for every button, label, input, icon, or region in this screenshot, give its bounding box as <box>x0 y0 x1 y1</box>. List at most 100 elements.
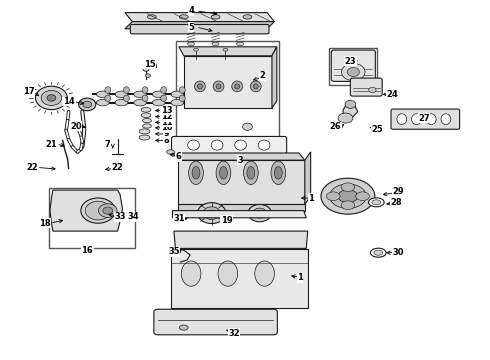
Ellipse shape <box>161 95 167 102</box>
Ellipse shape <box>338 113 353 123</box>
Polygon shape <box>178 160 305 204</box>
Text: 29: 29 <box>392 187 404 196</box>
Ellipse shape <box>188 42 195 46</box>
Ellipse shape <box>85 201 111 220</box>
FancyBboxPatch shape <box>391 109 460 129</box>
Polygon shape <box>178 204 305 211</box>
Ellipse shape <box>321 178 375 214</box>
Ellipse shape <box>141 113 151 117</box>
Ellipse shape <box>347 68 359 77</box>
Ellipse shape <box>247 166 255 179</box>
Ellipse shape <box>223 48 228 51</box>
Polygon shape <box>172 153 305 160</box>
Bar <box>329 48 377 85</box>
Ellipse shape <box>426 114 436 125</box>
Ellipse shape <box>73 124 79 128</box>
Ellipse shape <box>441 114 451 125</box>
Ellipse shape <box>248 204 271 222</box>
Ellipse shape <box>274 166 282 179</box>
Ellipse shape <box>255 261 274 286</box>
Ellipse shape <box>134 91 147 98</box>
Ellipse shape <box>329 184 367 208</box>
Ellipse shape <box>141 108 151 112</box>
Ellipse shape <box>97 91 109 98</box>
Ellipse shape <box>142 95 148 102</box>
Polygon shape <box>305 152 311 204</box>
Ellipse shape <box>235 140 246 150</box>
Ellipse shape <box>179 87 185 93</box>
Ellipse shape <box>188 140 199 150</box>
Ellipse shape <box>115 99 128 106</box>
Text: 1: 1 <box>297 274 303 282</box>
Ellipse shape <box>171 99 184 106</box>
Ellipse shape <box>341 201 355 210</box>
Ellipse shape <box>194 48 198 51</box>
Ellipse shape <box>250 81 261 92</box>
Text: 32: 32 <box>228 328 240 338</box>
Text: 27: 27 <box>418 114 430 122</box>
Text: 18: 18 <box>39 219 51 228</box>
Ellipse shape <box>243 123 252 130</box>
Ellipse shape <box>258 140 270 150</box>
Ellipse shape <box>134 99 147 106</box>
Ellipse shape <box>370 248 386 257</box>
Ellipse shape <box>179 325 188 330</box>
Ellipse shape <box>146 74 150 77</box>
Ellipse shape <box>147 15 156 19</box>
Text: 23: 23 <box>344 57 356 66</box>
Text: 34: 34 <box>127 212 139 221</box>
Ellipse shape <box>372 200 381 205</box>
Ellipse shape <box>203 207 220 220</box>
Ellipse shape <box>237 42 244 46</box>
Ellipse shape <box>161 87 167 93</box>
Polygon shape <box>171 249 308 308</box>
Text: 28: 28 <box>390 198 402 207</box>
Ellipse shape <box>81 198 115 223</box>
Text: 9: 9 <box>164 130 170 139</box>
Ellipse shape <box>41 90 62 105</box>
Ellipse shape <box>356 192 369 201</box>
Ellipse shape <box>47 95 56 101</box>
Ellipse shape <box>123 87 129 93</box>
Polygon shape <box>184 56 272 108</box>
Polygon shape <box>343 103 358 120</box>
Ellipse shape <box>83 101 92 108</box>
Ellipse shape <box>192 166 200 179</box>
Polygon shape <box>174 231 308 248</box>
Ellipse shape <box>105 95 111 102</box>
Text: 33: 33 <box>114 212 126 221</box>
Ellipse shape <box>211 15 220 19</box>
Text: 26: 26 <box>330 122 342 131</box>
Text: 20: 20 <box>70 122 82 131</box>
Text: 13: 13 <box>161 106 172 115</box>
Ellipse shape <box>175 260 186 266</box>
Ellipse shape <box>216 161 231 184</box>
Text: 7: 7 <box>105 140 111 149</box>
Ellipse shape <box>397 114 407 125</box>
Ellipse shape <box>167 150 174 154</box>
Ellipse shape <box>143 124 151 128</box>
Polygon shape <box>125 22 274 29</box>
Ellipse shape <box>345 100 356 108</box>
Ellipse shape <box>98 204 117 217</box>
Ellipse shape <box>197 84 202 89</box>
Text: 35: 35 <box>168 248 180 256</box>
Polygon shape <box>155 321 275 332</box>
Ellipse shape <box>253 84 258 89</box>
Text: 16: 16 <box>81 246 93 255</box>
Ellipse shape <box>179 95 185 102</box>
Text: 5: 5 <box>188 23 194 32</box>
Ellipse shape <box>97 99 109 106</box>
Ellipse shape <box>197 203 226 224</box>
FancyBboxPatch shape <box>350 78 382 96</box>
Ellipse shape <box>152 91 165 98</box>
Ellipse shape <box>326 192 340 201</box>
Ellipse shape <box>216 84 221 89</box>
Ellipse shape <box>142 87 148 93</box>
Text: 6: 6 <box>176 152 182 161</box>
Ellipse shape <box>244 161 258 184</box>
Ellipse shape <box>105 87 111 93</box>
Ellipse shape <box>338 190 358 203</box>
Text: 8: 8 <box>164 136 170 145</box>
Text: 21: 21 <box>46 140 57 149</box>
